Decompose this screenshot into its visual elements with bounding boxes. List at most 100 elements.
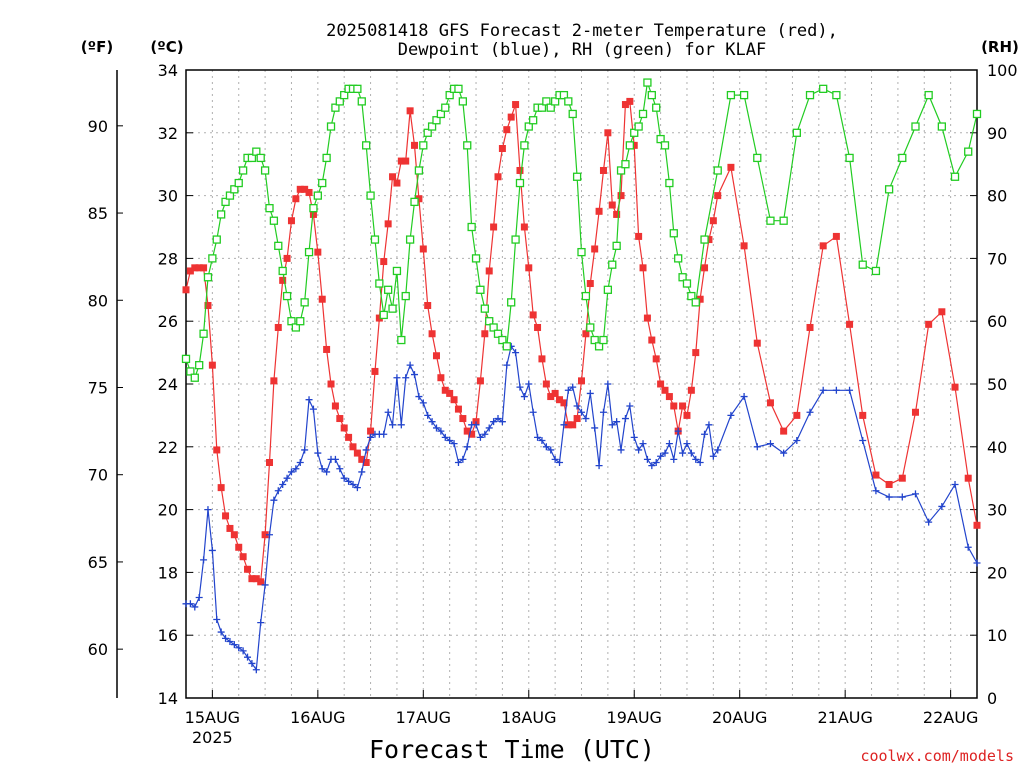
temperature-point [463,427,471,435]
temperature-point [534,323,542,331]
dewpoint-point [613,418,621,426]
temperature-point [679,402,687,410]
rh-point [924,90,933,100]
rh-point [217,210,226,219]
rh-point [357,97,366,106]
x-tick-label: 15AUG [185,708,240,727]
dewpoint-point [604,380,612,388]
rh-point [463,141,472,150]
rh-tick-label: 100 [987,61,1018,80]
rh-point [779,216,788,225]
dewpoint-point [793,437,801,445]
dewpoint-point [560,421,568,429]
temperature-point [832,232,840,240]
dewpoint-point [279,480,287,488]
dewpoint-point [213,616,221,623]
temperature-point [714,192,722,200]
dewpoint-point [270,496,278,504]
temperature-point [428,330,436,338]
rh-point [181,354,191,364]
rh-point [520,141,529,150]
dewpoint-point [397,421,405,429]
dewpoint-point [832,386,840,394]
temperature-point [252,575,260,583]
temperature-point [709,217,717,225]
dewpoint-point [428,418,436,426]
temperature-point [454,405,462,413]
rh-tick-label: 60 [987,312,1007,331]
temperature-point [362,459,370,466]
temperature-point [911,408,919,416]
rh-point [366,191,375,200]
dewpoint-point [472,421,480,429]
celsius-tick-label: 32 [158,124,178,143]
dewpoint-point [498,418,506,426]
temperature-point [446,389,454,397]
temperature-point [635,232,643,240]
rh-point [542,97,551,106]
rh-tick-label: 70 [987,249,1007,268]
temperature-point [648,336,656,344]
dewpoint-point [938,502,946,510]
temperature-point [564,421,572,429]
dewpoint-point [683,440,691,448]
rh-point [577,247,586,257]
temperature-point [468,430,476,438]
rh-point [950,172,960,181]
temperature-point [213,446,221,454]
celsius-tick-label: 14 [158,689,178,708]
temperature-point [441,386,449,394]
temperature-point [520,223,528,231]
rh-point [674,254,683,263]
dewpoint-point [819,386,827,394]
rh-point [322,153,331,163]
dewpoint-point [340,474,348,482]
temperature-point [503,126,511,134]
celsius-tick-label: 28 [158,249,178,268]
rh-point [265,204,274,213]
rh-point [621,160,630,169]
temperature-point [235,543,243,551]
temperature-point [507,113,515,121]
temperature-point [419,245,427,253]
dewpoint-point [951,480,959,488]
temperature-point [287,217,295,225]
dewpoint-point [393,374,401,382]
dewpoint-point [200,556,208,564]
dewpoint-point [630,433,638,441]
dewpoint-point [674,427,682,435]
temperature-point [670,402,678,410]
rh-point [638,109,648,119]
rh-point [212,235,221,244]
dewpoint-point [314,449,322,457]
temperature-point [415,195,423,203]
temperature-point [485,267,493,275]
rh-point [256,153,265,163]
fahrenheit-tick-label: 65 [88,553,108,572]
dewpoint-point [635,446,643,454]
rh-point [269,216,279,225]
dewpoint-point [569,383,577,391]
temperature-point [248,575,256,583]
temperature-point [657,380,665,388]
temperature-point [283,254,291,262]
temperature-point [318,295,326,303]
rh-point [581,291,591,301]
dewpoint-point [226,637,234,645]
rh-point [238,166,248,175]
dewpoint-point [727,411,735,419]
rh-point [410,197,419,207]
dewpoint-point [529,408,537,416]
dewpoint-point [424,411,432,419]
temperature-point [239,553,247,561]
dewpoint-point [380,430,388,438]
x-axis-title: Forecast Time (UTC) [369,735,655,764]
dewpoint-point [362,446,370,454]
dewpoint-point [670,455,678,463]
dewpoint-point [547,446,555,454]
dewpoint-point [911,490,919,498]
dewpoint-point [621,415,629,423]
rh-point [291,323,301,332]
dewpoint-point [542,443,550,451]
rh-point [221,197,230,207]
